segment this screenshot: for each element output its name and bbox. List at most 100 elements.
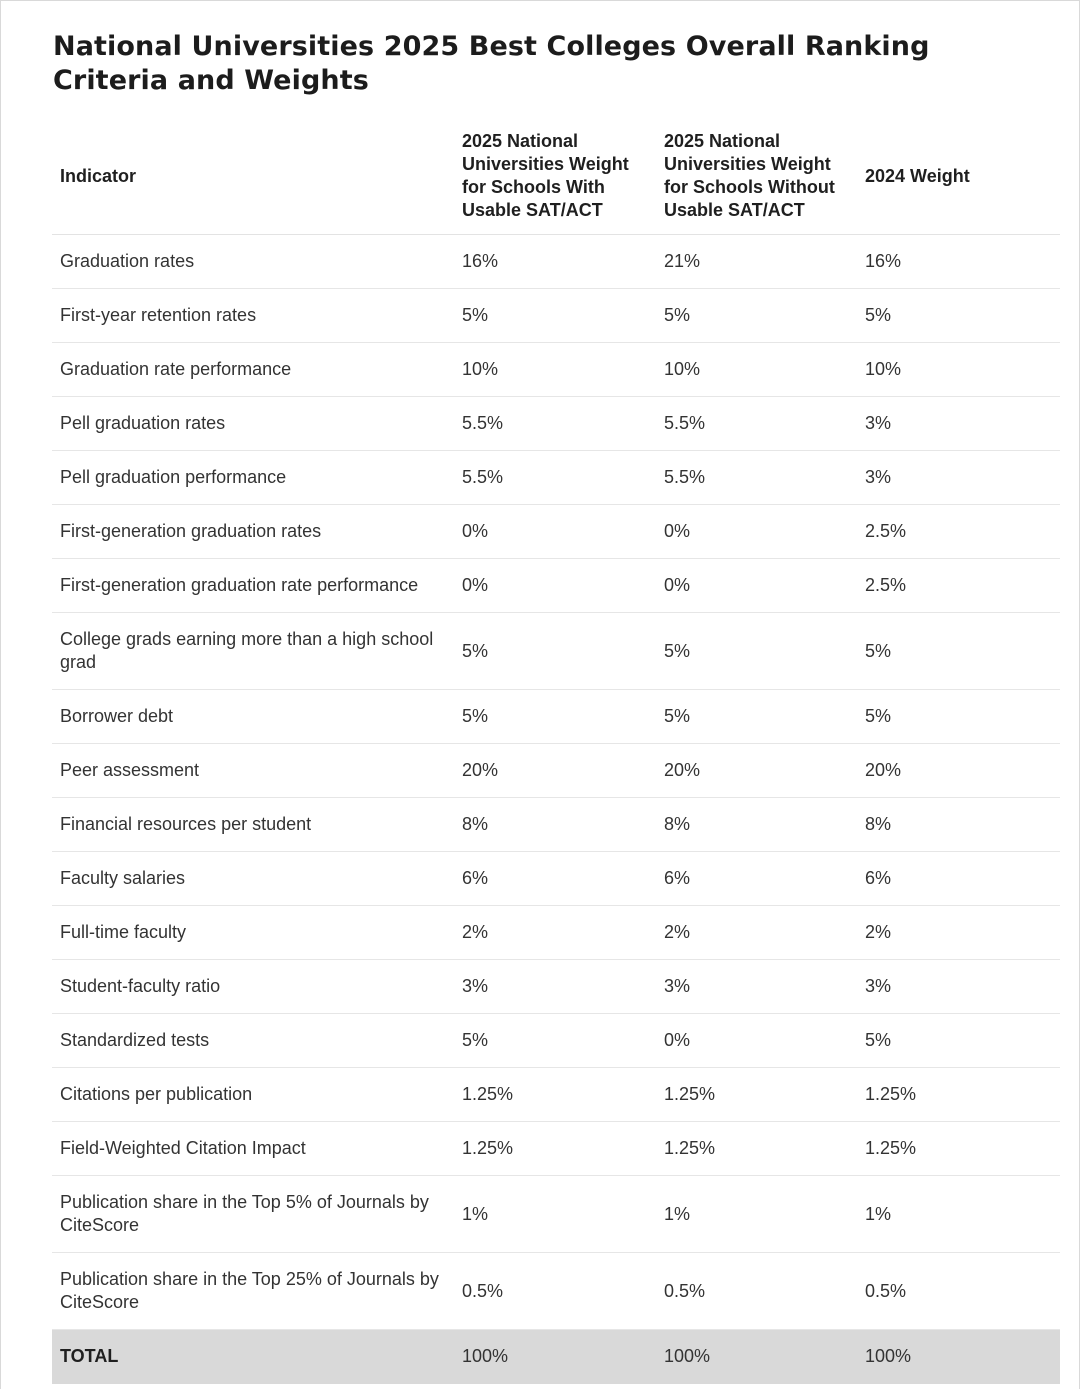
weight-2024-cell: 3% [857, 959, 1060, 1014]
weight-with-sat-act-cell: 0% [454, 558, 656, 613]
weight-2024-cell: 5% [857, 689, 1060, 744]
weight-without-sat-act-cell: 20% [656, 743, 857, 798]
total-without-sat-act: 100% [656, 1329, 857, 1384]
table-row: Full-time faculty 2% 2% 2% [52, 905, 1060, 960]
indicator-cell: Publication share in the Top 25% of Jour… [52, 1252, 454, 1330]
table-row: Borrower debt 5% 5% 5% [52, 689, 1060, 744]
table-row: College grads earning more than a high s… [52, 612, 1060, 690]
weight-without-sat-act-cell: 5% [656, 612, 857, 690]
weight-with-sat-act-cell: 5% [454, 1013, 656, 1068]
header-2025-with-sat-act: 2025 National Universities Weight for Sc… [454, 118, 656, 235]
total-row: TOTAL 100% 100% 100% [52, 1329, 1060, 1384]
indicator-cell: Publication share in the Top 5% of Journ… [52, 1175, 454, 1253]
weight-with-sat-act-cell: 1.25% [454, 1121, 656, 1176]
total-2024: 100% [857, 1329, 1060, 1384]
indicator-cell: Citations per publication [52, 1067, 454, 1122]
weight-with-sat-act-cell: 5.5% [454, 396, 656, 451]
total-with-sat-act: 100% [454, 1329, 656, 1384]
weight-without-sat-act-cell: 10% [656, 342, 857, 397]
table-row: Financial resources per student 8% 8% 8% [52, 797, 1060, 852]
weight-with-sat-act-cell: 3% [454, 959, 656, 1014]
page-title: National Universities 2025 Best Colleges… [53, 31, 930, 96]
weight-without-sat-act-cell: 0% [656, 558, 857, 613]
weight-without-sat-act-cell: 2% [656, 905, 857, 960]
table-row: Faculty salaries 6% 6% 6% [52, 851, 1060, 906]
indicator-cell: First-generation graduation rate perform… [52, 558, 454, 613]
weight-with-sat-act-cell: 5% [454, 689, 656, 744]
indicator-cell: Peer assessment [52, 743, 454, 798]
table-row: Field-Weighted Citation Impact 1.25% 1.2… [52, 1121, 1060, 1176]
weight-2024-cell: 1.25% [857, 1121, 1060, 1176]
table-row: Publication share in the Top 5% of Journ… [52, 1175, 1060, 1253]
table-row: Pell graduation rates 5.5% 5.5% 3% [52, 396, 1060, 451]
ranking-weights-table: Indicator 2025 National Universities Wei… [52, 118, 1060, 1384]
weight-2024-cell: 3% [857, 450, 1060, 505]
weight-with-sat-act-cell: 6% [454, 851, 656, 906]
weight-2024-cell: 10% [857, 342, 1060, 397]
weight-with-sat-act-cell: 16% [454, 234, 656, 289]
indicator-cell: Borrower debt [52, 689, 454, 744]
table-row: Citations per publication 1.25% 1.25% 1.… [52, 1067, 1060, 1122]
indicator-cell: Graduation rate performance [52, 342, 454, 397]
weight-2024-cell: 16% [857, 234, 1060, 289]
indicator-cell: First-year retention rates [52, 288, 454, 343]
weight-2024-cell: 3% [857, 396, 1060, 451]
weight-without-sat-act-cell: 6% [656, 851, 857, 906]
weight-2024-cell: 1% [857, 1175, 1060, 1253]
weight-2024-cell: 0.5% [857, 1252, 1060, 1330]
indicator-cell: Faculty salaries [52, 851, 454, 906]
indicator-cell: First-generation graduation rates [52, 504, 454, 559]
weight-with-sat-act-cell: 5% [454, 288, 656, 343]
weight-without-sat-act-cell: 0% [656, 504, 857, 559]
table-header-row: Indicator 2025 National Universities Wei… [52, 118, 1060, 235]
weight-with-sat-act-cell: 10% [454, 342, 656, 397]
weight-2024-cell: 1.25% [857, 1067, 1060, 1122]
weight-2024-cell: 6% [857, 851, 1060, 906]
weight-2024-cell: 5% [857, 1013, 1060, 1068]
weight-with-sat-act-cell: 5% [454, 612, 656, 690]
total-label: TOTAL [52, 1329, 454, 1384]
indicator-cell: Graduation rates [52, 234, 454, 289]
weight-with-sat-act-cell: 5.5% [454, 450, 656, 505]
weight-without-sat-act-cell: 1% [656, 1175, 857, 1253]
weight-2024-cell: 5% [857, 612, 1060, 690]
weight-with-sat-act-cell: 0.5% [454, 1252, 656, 1330]
weight-with-sat-act-cell: 2% [454, 905, 656, 960]
weight-without-sat-act-cell: 5% [656, 689, 857, 744]
weight-without-sat-act-cell: 0% [656, 1013, 857, 1068]
indicator-cell: Full-time faculty [52, 905, 454, 960]
weight-with-sat-act-cell: 0% [454, 504, 656, 559]
indicator-cell: College grads earning more than a high s… [52, 612, 454, 690]
indicator-cell: Field-Weighted Citation Impact [52, 1121, 454, 1176]
weight-2024-cell: 5% [857, 288, 1060, 343]
table-row: Standardized tests 5% 0% 5% [52, 1013, 1060, 1068]
weight-without-sat-act-cell: 5.5% [656, 396, 857, 451]
weight-without-sat-act-cell: 1.25% [656, 1121, 857, 1176]
header-indicator: Indicator [52, 118, 454, 235]
indicator-cell: Pell graduation rates [52, 396, 454, 451]
indicator-cell: Standardized tests [52, 1013, 454, 1068]
table-row: Graduation rate performance 10% 10% 10% [52, 342, 1060, 397]
weight-2024-cell: 2.5% [857, 558, 1060, 613]
table-row: Publication share in the Top 25% of Jour… [52, 1252, 1060, 1330]
table-row: First-generation graduation rates 0% 0% … [52, 504, 1060, 559]
table-row: Peer assessment 20% 20% 20% [52, 743, 1060, 798]
weight-without-sat-act-cell: 21% [656, 234, 857, 289]
indicator-cell: Pell graduation performance [52, 450, 454, 505]
weight-2024-cell: 2% [857, 905, 1060, 960]
table-row: Graduation rates 16% 21% 16% [52, 234, 1060, 289]
weight-2024-cell: 2.5% [857, 504, 1060, 559]
weight-2024-cell: 8% [857, 797, 1060, 852]
table-row: Student-faculty ratio 3% 3% 3% [52, 959, 1060, 1014]
weight-without-sat-act-cell: 5% [656, 288, 857, 343]
table-row: Pell graduation performance 5.5% 5.5% 3% [52, 450, 1060, 505]
weight-without-sat-act-cell: 5.5% [656, 450, 857, 505]
indicator-cell: Student-faculty ratio [52, 959, 454, 1014]
weight-without-sat-act-cell: 0.5% [656, 1252, 857, 1330]
weight-with-sat-act-cell: 1.25% [454, 1067, 656, 1122]
weight-without-sat-act-cell: 8% [656, 797, 857, 852]
weight-with-sat-act-cell: 1% [454, 1175, 656, 1253]
weight-with-sat-act-cell: 8% [454, 797, 656, 852]
weight-with-sat-act-cell: 20% [454, 743, 656, 798]
weight-2024-cell: 20% [857, 743, 1060, 798]
